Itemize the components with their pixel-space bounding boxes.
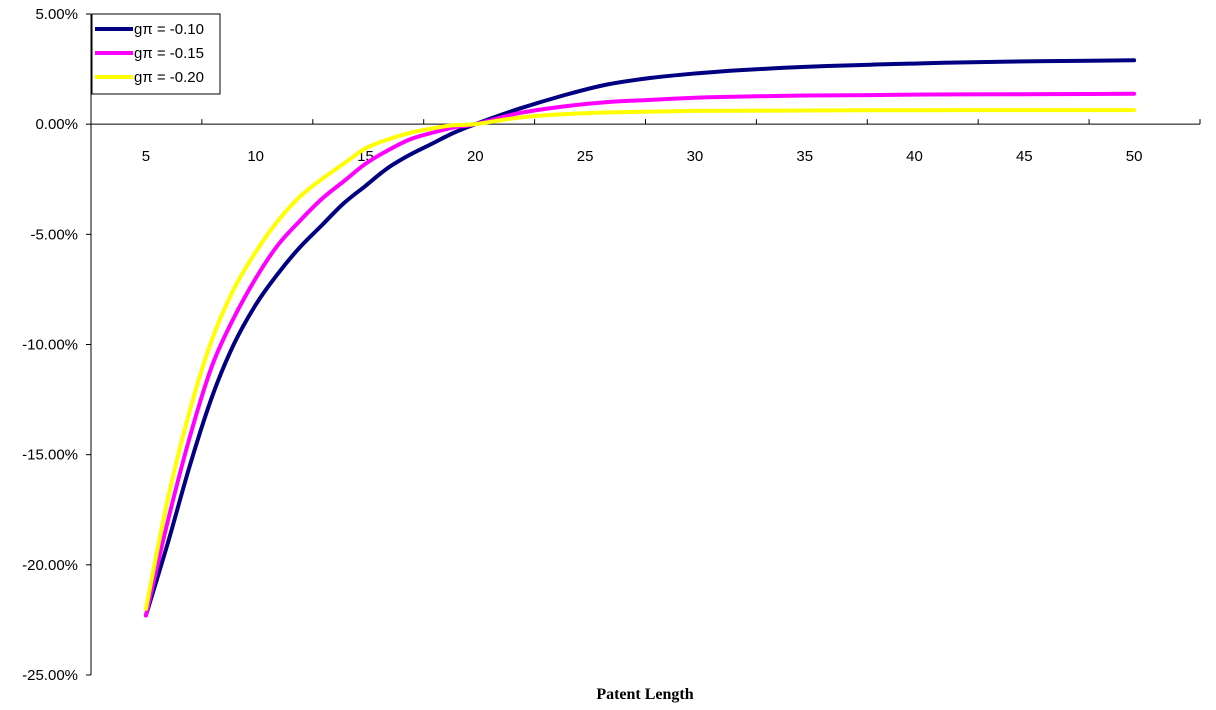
y-tick-label: -5.00% [30, 226, 78, 243]
x-tick-label: 30 [687, 148, 704, 165]
y-tick-label: -25.00% [22, 667, 78, 684]
series-line-1 [143, 58, 1137, 618]
series-line-3 [143, 108, 1137, 611]
series-layer [143, 58, 1137, 618]
y-tick-label: -10.00% [22, 337, 78, 354]
x-tick-label: 45 [1016, 148, 1033, 165]
x-tick-label: 35 [796, 148, 813, 165]
x-axis-title: Patent Length [596, 686, 693, 703]
x-tick-label: 20 [467, 148, 484, 165]
legend-label-1: gπ = -0.10 [134, 21, 204, 38]
y-tick-label: 5.00% [35, 6, 78, 23]
legend-label-2: gπ = -0.15 [134, 45, 204, 62]
x-tick-label: 40 [906, 148, 923, 165]
axes: -25.00% -20.00% -15.00% -10.00% -5.00% 0.00% 5… [22, 6, 1201, 684]
series-line-2 [143, 91, 1137, 618]
legend: gπ = -0.10 gπ = -0.15 gπ = -0.20 [91, 13, 221, 95]
legend-label-3: gπ = -0.20 [134, 69, 204, 86]
x-tick-label: 5 [142, 148, 150, 165]
y-tick-label: 0.00% [35, 116, 78, 133]
y-tick-label: -15.00% [22, 447, 78, 464]
x-tick-label: 10 [247, 148, 264, 165]
y-tick-label: -20.00% [22, 557, 78, 574]
x-tick-label: 50 [1126, 148, 1143, 165]
x-tick-label: 25 [577, 148, 594, 165]
